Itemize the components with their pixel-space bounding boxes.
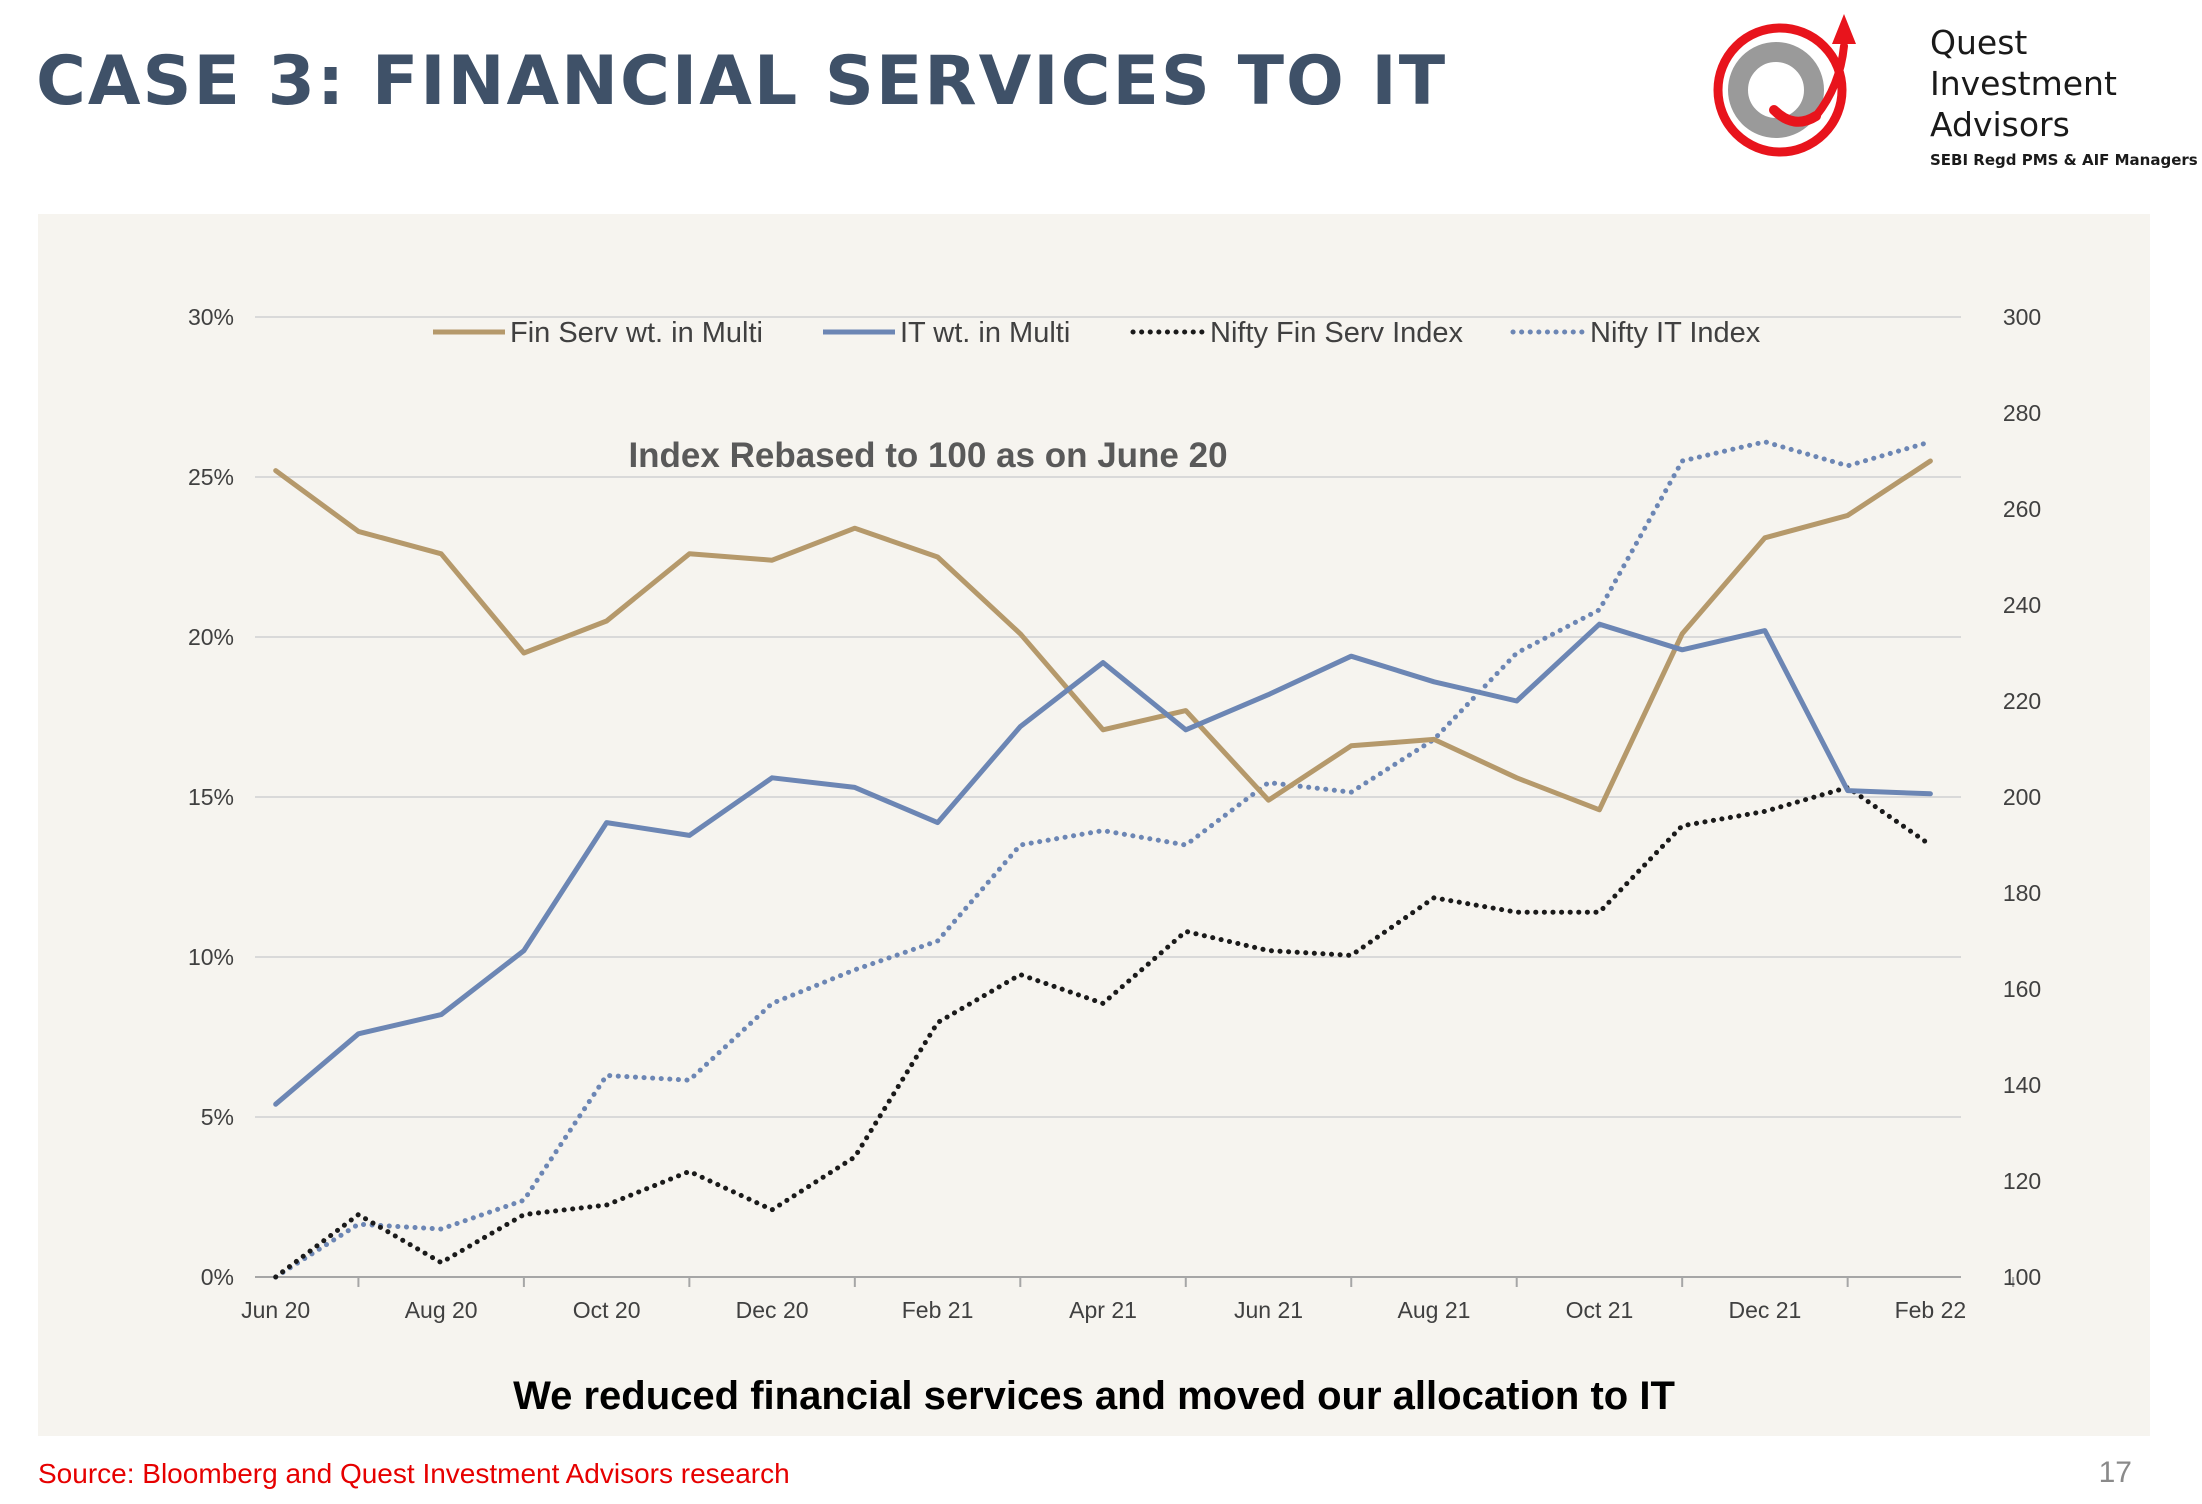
- y-left-tick-label: 10%: [188, 944, 234, 970]
- source-note: Source: Bloomberg and Quest Investment A…: [38, 1458, 790, 1489]
- legend-label: Nifty IT Index: [1590, 317, 1761, 349]
- y-right-tick-label: 240: [2003, 592, 2041, 618]
- y-left-tick-label: 0%: [201, 1264, 234, 1290]
- legend-label: Nifty Fin Serv Index: [1210, 317, 1464, 349]
- series-line: [273, 621, 1933, 1107]
- y-right-tick-label: 200: [2003, 784, 2041, 810]
- y-right-tick-label: 220: [2003, 688, 2041, 714]
- series-line: [273, 784, 1933, 1280]
- company-logo: Quest Investment Advisors SEBI Regd PMS …: [1704, 10, 2198, 170]
- y-right-tick-label: 100: [2003, 1264, 2041, 1290]
- x-tick-label: Dec 20: [736, 1297, 809, 1323]
- quest-logo-icon: [1713, 14, 1856, 157]
- x-tick-label: Oct 20: [573, 1297, 641, 1323]
- y-left-tick-label: 15%: [188, 784, 234, 810]
- logo-line-2: Investment: [1930, 64, 2117, 103]
- chart-panel: 0% 5% 10% 15% 20% 25% 30% 100 120 140 160 180 200 220…: [38, 214, 2150, 1436]
- x-tick-label: Feb 22: [1895, 1297, 1967, 1323]
- line-chart: 0% 5% 10% 15% 20% 25% 30% 100 120 140 160 180 200 220…: [188, 304, 2041, 1323]
- x-tick-label: Jun 20: [241, 1297, 310, 1323]
- y-right-tick-label: 260: [2003, 496, 2041, 522]
- chart-annotation: Index Rebased to 100 as on June 20: [628, 436, 1227, 475]
- x-tick-label: Apr 21: [1069, 1297, 1137, 1323]
- y-right-tick-label: 180: [2003, 880, 2041, 906]
- x-tick-label: Oct 21: [1566, 1297, 1634, 1323]
- x-tick-label: Jun 21: [1234, 1297, 1303, 1323]
- logo-line-3: Advisors: [1930, 105, 2070, 144]
- y-left-tick-label: 5%: [201, 1104, 234, 1130]
- y-left-tick-label: 20%: [188, 624, 234, 650]
- page-number: 17: [2098, 1456, 2132, 1489]
- series-line: [273, 458, 1933, 813]
- y-right-tick-label: 140: [2003, 1072, 2041, 1098]
- y-right-tick-label: 120: [2003, 1168, 2041, 1194]
- legend-label: IT wt. in Multi: [900, 317, 1070, 349]
- x-tick-label: Aug 21: [1398, 1297, 1471, 1323]
- logo-line-1: Quest: [1930, 23, 2028, 62]
- slide-title: CASE 3: FINANCIAL SERVICES TO IT: [36, 42, 1448, 121]
- y-right-tick-label: 280: [2003, 400, 2041, 426]
- y-right-tick-label: 160: [2003, 976, 2041, 1002]
- legend-label: Fin Serv wt. in Multi: [510, 317, 763, 349]
- y-left-tick-label: 25%: [188, 464, 234, 490]
- logo-tagline: SEBI Regd PMS & AIF Managers: [1930, 151, 2198, 169]
- conclusion-text: We reduced financial services and moved …: [513, 1374, 1675, 1418]
- x-tick-label: Dec 21: [1728, 1297, 1801, 1323]
- y-left-tick-label: 30%: [188, 304, 234, 330]
- x-tick-label: Aug 20: [405, 1297, 478, 1323]
- series-line: [273, 439, 1933, 1280]
- y-right-tick-label: 300: [2003, 304, 2041, 330]
- x-tick-label: Feb 21: [902, 1297, 974, 1323]
